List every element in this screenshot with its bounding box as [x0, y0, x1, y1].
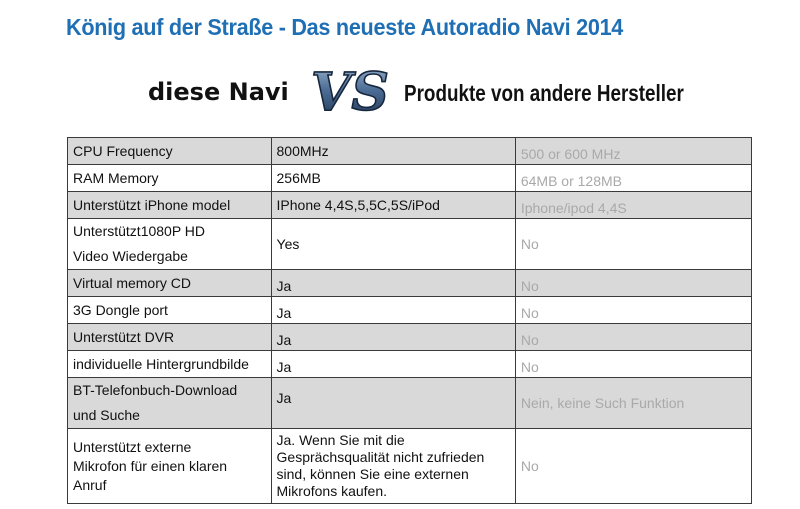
feature-cell: BT-Telefonbuch-Download und Suche	[67, 377, 272, 429]
this-value-cell: IPhone 4,4S,5,5C,5S/iPod	[270, 191, 516, 219]
feature-cell: Unterstützt iPhone model	[67, 191, 272, 219]
feature-line: Mikrofon für einen klaren	[73, 457, 228, 474]
this-value-cell: Ja	[270, 323, 516, 351]
other-value-cell: No	[514, 323, 753, 351]
feature-line: BT-Telefonbuch-Download	[73, 382, 238, 398]
feature-line: Video Wiedergabe	[73, 248, 188, 264]
this-product-label: diese Navi	[148, 78, 289, 106]
table-row: 3G Dongle port Ja No	[67, 296, 753, 324]
other-value-cell: No	[514, 218, 753, 270]
other-value-cell: No	[514, 428, 753, 504]
other-value-cell: 64MB or 128MB	[514, 164, 753, 192]
other-value-cell: No	[514, 296, 753, 324]
competitor-label: Produkte von andere Hersteller	[404, 80, 684, 106]
this-value-cell: Ja	[270, 269, 516, 297]
table-row: individuelle Hintergrundbilde Ja No	[67, 350, 753, 378]
this-value-cell: Ja	[270, 377, 516, 429]
other-value-cell: No	[514, 269, 753, 297]
value-line: Ja. Wenn Sie mit die	[276, 432, 405, 448]
feature-cell: 3G Dongle port	[67, 296, 272, 324]
value-line: Mikrofons kaufen.	[276, 483, 388, 499]
table-row: RAM Memory 256MB 64MB or 128MB	[67, 164, 753, 192]
page-title: König auf der Straße - Das neueste Autor…	[66, 14, 624, 40]
other-value-cell: Iphone/ipod 4,4S	[514, 191, 753, 219]
feature-line: Unterstützt1080P HD	[73, 223, 206, 239]
feature-cell: individuelle Hintergrundbilde	[67, 350, 272, 378]
this-value-cell: 800MHz	[270, 137, 516, 165]
feature-line: Unterstützt externe	[73, 438, 192, 455]
vs-logo-icon: VS	[312, 61, 388, 122]
feature-cell: Unterstützt externe Mikrofon für einen k…	[67, 428, 272, 504]
feature-cell: CPU Frequency	[67, 137, 272, 165]
feature-cell: Unterstützt1080P HD Video Wiedergabe	[67, 218, 272, 270]
table-row: Unterstützt externe Mikrofon für einen k…	[67, 428, 753, 504]
table-row: Virtual memory CD Ja No	[67, 269, 753, 297]
this-value-cell: Ja	[270, 350, 516, 378]
feature-cell: Unterstützt DVR	[67, 323, 272, 351]
this-value-cell: Ja	[270, 296, 516, 324]
comparison-table: CPU Frequency 800MHz 500 or 600 MHz RAM …	[67, 137, 753, 504]
other-value-cell: No	[514, 350, 753, 378]
feature-line: Anruf	[73, 476, 107, 493]
value-line: sind, können Sie eine externen	[276, 466, 469, 482]
feature-cell: RAM Memory	[67, 164, 272, 192]
table-row: Unterstützt iPhone model IPhone 4,4S,5,5…	[67, 191, 753, 219]
table-row: Unterstützt DVR Ja No	[67, 323, 753, 351]
this-value-cell: Ja. Wenn Sie mit die Gesprächsqualität n…	[270, 428, 516, 504]
value-line: Gesprächsqualität nicht zufrieden	[276, 449, 485, 465]
other-value-cell: Nein, keine Such Funktion	[514, 377, 753, 429]
table-row: CPU Frequency 800MHz 500 or 600 MHz	[67, 137, 753, 165]
other-value-cell: 500 or 600 MHz	[514, 137, 753, 165]
table-row: BT-Telefonbuch-Download und Suche Ja Nei…	[67, 377, 753, 429]
table-row: Unterstützt1080P HD Video Wiedergabe Yes…	[67, 218, 753, 270]
this-value-cell: 256MB	[270, 164, 516, 192]
this-value-cell: Yes	[270, 218, 516, 270]
feature-cell: Virtual memory CD	[67, 269, 272, 297]
feature-line: und Suche	[73, 407, 140, 423]
vs-logo-text: VS	[312, 62, 388, 122]
